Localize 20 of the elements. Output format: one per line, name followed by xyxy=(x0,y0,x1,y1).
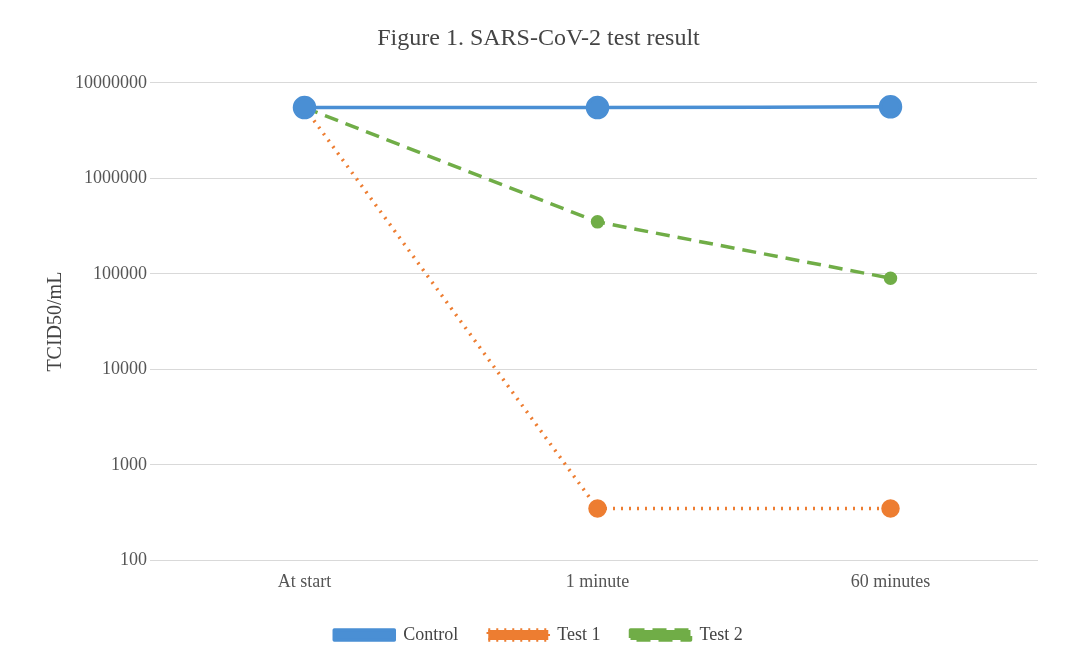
y-axis-title: TCID50/mL xyxy=(43,271,66,372)
point xyxy=(590,215,605,229)
point xyxy=(883,271,898,285)
y-tick-label: 100000 xyxy=(93,262,147,283)
point xyxy=(585,95,610,120)
y-tick-label: 100 xyxy=(120,549,147,570)
y-tick-label: 1000 xyxy=(111,453,147,474)
y-tick-label: 1000000 xyxy=(84,167,147,188)
point xyxy=(588,499,607,518)
y-tick-label: 10000 xyxy=(102,358,147,379)
legend-label: Control xyxy=(403,623,459,644)
chart-title: Figure 1. SARS-CoV-2 test result xyxy=(377,23,701,50)
x-tick-label: 60 minutes xyxy=(850,570,931,591)
legend-label: Test 1 xyxy=(557,623,601,644)
x-tick-label: At start xyxy=(277,570,332,591)
y-tick-label: 10000000 xyxy=(75,71,147,92)
point xyxy=(881,499,900,518)
legend-label: Test 2 xyxy=(699,623,743,644)
point xyxy=(878,95,903,119)
x-tick-label: 1 minute xyxy=(565,570,630,591)
